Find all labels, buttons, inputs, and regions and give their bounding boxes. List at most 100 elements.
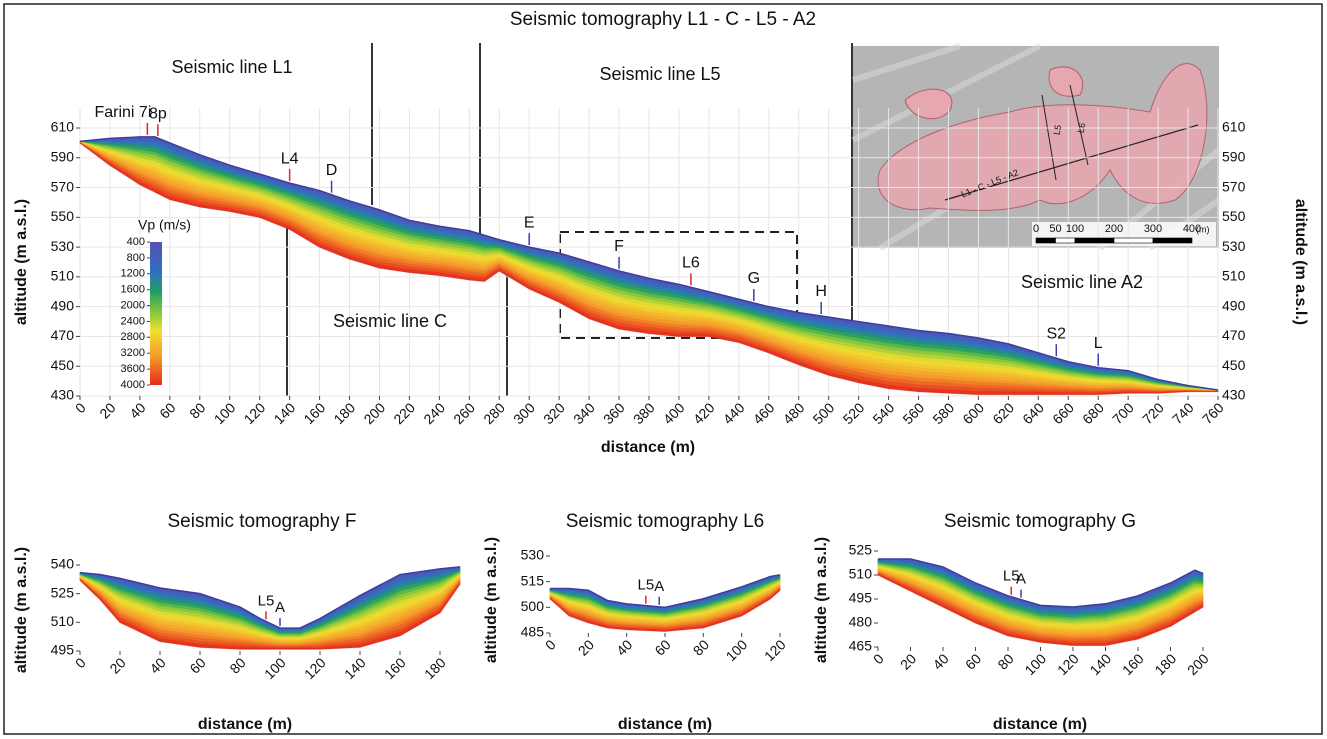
x-tick-label: 140 — [271, 399, 299, 427]
x-tick-label: 0 — [542, 636, 559, 653]
x-tick-label: 60 — [186, 654, 208, 676]
y-tick-label: 525 — [849, 542, 873, 558]
colorbar-tick-label: 3600 — [121, 363, 145, 375]
scale-label: 400 — [1183, 223, 1201, 235]
y-tick-label: 610 — [51, 119, 75, 135]
colorbar-tick-label: 800 — [127, 252, 145, 264]
x-tick-label: 80 — [690, 636, 712, 658]
base-line — [79, 579, 461, 650]
y-tick-label-right: 530 — [1222, 238, 1246, 254]
y-tick-label: 450 — [51, 357, 75, 373]
x-tick-label: 760 — [1199, 399, 1227, 427]
x-tick-label: 680 — [1079, 399, 1107, 427]
y-tick-label: 470 — [51, 327, 75, 343]
surface-line — [550, 574, 781, 609]
y-tick-label: 550 — [51, 208, 75, 224]
x-tick-label: 60 — [962, 650, 984, 672]
x-tick-label: 240 — [420, 399, 448, 427]
y-tick-label: 485 — [521, 624, 545, 640]
marker-label: G — [748, 270, 760, 287]
marker-label: A — [1016, 571, 1026, 588]
colorbar-tick-label: 3200 — [121, 347, 145, 359]
scale-label: 50 — [1049, 223, 1061, 235]
scale-segment — [1035, 237, 1056, 244]
colorbar-tick-label: 2400 — [121, 315, 145, 327]
marker-label: E — [524, 214, 535, 231]
x-tick-label: 160 — [381, 654, 409, 682]
colorbar — [150, 242, 162, 385]
base-line — [79, 142, 1218, 396]
scale-segment — [1074, 237, 1115, 244]
y-tick-label-right: 510 — [1222, 268, 1246, 284]
y-tick-label: 510 — [51, 268, 75, 284]
x-tick-label: 20 — [96, 399, 118, 421]
chart-title: Seismic tomography G — [944, 511, 1136, 532]
x-tick-label: 20 — [897, 650, 919, 672]
y-tick-label: 500 — [521, 598, 545, 614]
x-tick-label: 320 — [540, 399, 568, 427]
y-tick-label-right: 590 — [1222, 148, 1246, 164]
x-tick-label: 40 — [613, 636, 635, 658]
marker-label: L5 — [1003, 568, 1020, 585]
x-axis-label: distance (m) — [993, 716, 1087, 733]
x-axis-label: distance (m) — [198, 716, 292, 733]
colorbar-tick-label: 2000 — [121, 299, 145, 311]
x-tick-label: 300 — [510, 399, 538, 427]
marker-label: L6 — [682, 255, 700, 272]
y-axis-label: altitude (m a.s.l.) — [483, 537, 500, 663]
y-tick-label: 490 — [51, 297, 75, 313]
x-tick-label: 140 — [341, 654, 369, 682]
x-tick-label: 380 — [630, 399, 658, 427]
x-tick-label: 540 — [869, 399, 897, 427]
x-tick-label: 100 — [723, 636, 751, 664]
x-tick-label: 40 — [929, 650, 951, 672]
scale-label: 200 — [1105, 223, 1123, 235]
x-tick-label: 100 — [261, 654, 289, 682]
x-tick-label: 60 — [651, 636, 673, 658]
marker-label: L5 — [637, 577, 654, 594]
x-tick-label: 560 — [899, 399, 927, 427]
x-tick-label: 500 — [810, 399, 838, 427]
marker-label: H — [815, 283, 827, 300]
map-trace-label: L6 — [1076, 122, 1088, 134]
x-tick-label: 640 — [1019, 399, 1047, 427]
x-tick-label: 660 — [1049, 399, 1077, 427]
x-tick-label: 120 — [1054, 650, 1082, 678]
y-tick-label-right: 470 — [1222, 327, 1246, 343]
y-tick-label: 530 — [521, 547, 545, 563]
x-axis-label: distance (m) — [601, 439, 695, 456]
marker-label: D — [326, 162, 338, 179]
chart-title: Seismic tomography F — [167, 511, 356, 532]
x-tick-label: 20 — [575, 636, 597, 658]
velocity-band — [79, 142, 1219, 395]
y-tick-label: 480 — [849, 614, 873, 630]
x-tick-label: 0 — [870, 650, 887, 667]
x-tick-label: 80 — [186, 399, 208, 421]
y-tick-label: 590 — [51, 148, 75, 164]
chart-title: Seismic tomography L6 — [566, 511, 765, 532]
surface-line — [878, 558, 1204, 608]
x-tick-label: 200 — [1184, 650, 1212, 678]
scale-unit: (m) — [1196, 224, 1210, 234]
x-tick-label: 40 — [126, 399, 148, 421]
frame — [3, 3, 1323, 735]
y-tick-label-right: 610 — [1222, 119, 1246, 135]
x-tick-label: 580 — [929, 399, 957, 427]
x-tick-label: 520 — [840, 399, 868, 427]
x-tick-label: 360 — [600, 399, 628, 427]
y-axis-label: altitude (m a.s.l.) — [13, 547, 30, 673]
y-tick-label: 570 — [51, 178, 75, 194]
marker-label: L4 — [281, 150, 299, 167]
colorbar-tick-label: 400 — [127, 236, 145, 248]
x-tick-label: 100 — [211, 399, 239, 427]
base-line — [877, 574, 1204, 647]
x-tick-label: 460 — [750, 399, 778, 427]
y-tick-label: 495 — [51, 642, 75, 658]
marker-label: S2 — [1046, 325, 1066, 342]
surface-line — [79, 566, 461, 629]
x-tick-label: 180 — [421, 654, 449, 682]
x-tick-label: 20 — [106, 654, 128, 676]
velocity-band — [877, 573, 1204, 646]
x-tick-label: 40 — [146, 654, 168, 676]
x-tick-label: 0 — [72, 654, 89, 671]
